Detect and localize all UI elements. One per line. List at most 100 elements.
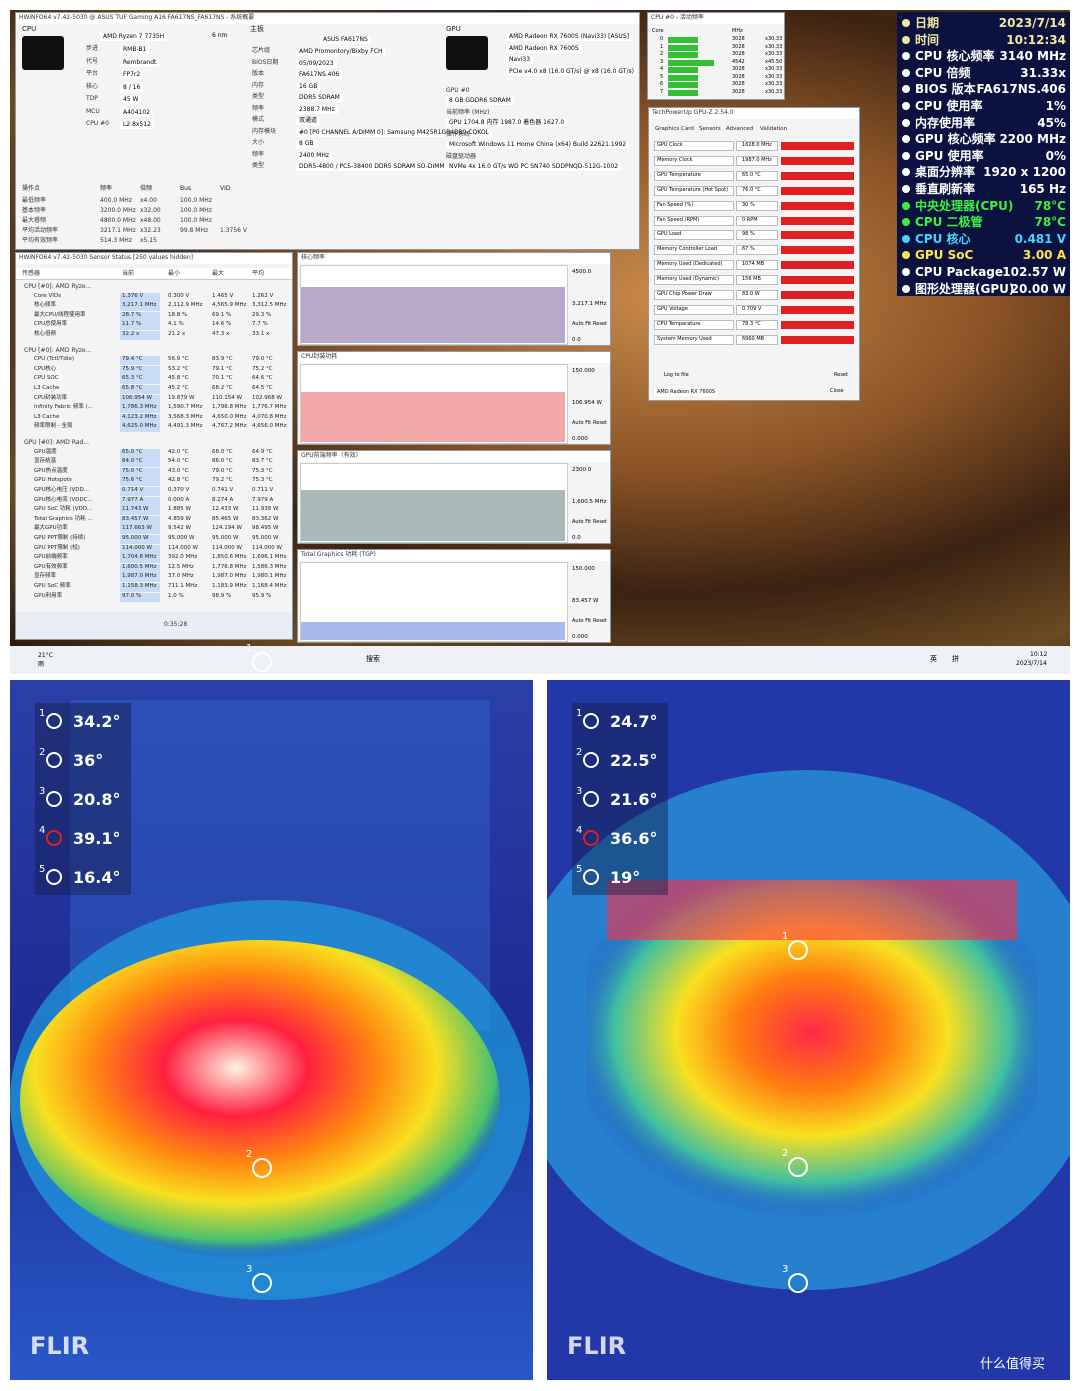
field-value: 8 GB — [296, 140, 317, 148]
field-value: 8 / 16 — [120, 83, 144, 92]
sensor-value: 4,491.3 MHz — [168, 423, 203, 430]
sensor-value: 70.1 °C — [212, 375, 233, 382]
sensor-name: CPU Temperature — [657, 320, 701, 327]
button[interactable]: Reset — [593, 519, 607, 525]
sensor-value: 12.5 MHz — [168, 563, 194, 570]
core-mhz: 4542 — [732, 58, 745, 65]
table-cell: 3217.1 MHz — [100, 227, 136, 234]
sensor-value: 1,586.3 MHz — [252, 563, 287, 570]
field-label: 频率 — [252, 150, 265, 158]
search[interactable]: 搜索 — [366, 655, 380, 663]
button[interactable]: Auto Fit — [572, 618, 592, 624]
sensor-graph — [781, 156, 854, 165]
section-head: 主板 — [250, 25, 264, 33]
sensor-value: 95.9 % — [252, 592, 272, 599]
field-value: AMD Promontory/Bixby FCH — [296, 48, 386, 56]
sensor-value: 79.4 °C — [122, 356, 143, 363]
tab[interactable]: Sensors — [699, 126, 721, 132]
spot-temp: 19° — [610, 868, 641, 887]
sensor-name: GPU核心电压 (VDD... — [34, 487, 89, 493]
button[interactable]: Auto Fit — [572, 420, 592, 426]
field-label: TDP — [86, 95, 98, 102]
osd-value: 20.00 W — [1010, 281, 1066, 296]
crosshair — [788, 1273, 808, 1293]
spot-index: 2 — [246, 1149, 253, 1160]
spot-index: 1 — [576, 708, 583, 719]
osd-label: GPU 核心频率 — [915, 132, 996, 147]
sensor-value: 79.2 °C — [212, 477, 233, 484]
tab[interactable]: Validation — [760, 126, 788, 132]
table-cell: x4.00 — [140, 197, 157, 204]
title-bar — [298, 253, 610, 264]
sensor-value: 19.879 W — [168, 394, 195, 401]
activity-bar — [668, 44, 698, 51]
plot-fill — [301, 490, 565, 541]
sensor-value: 3,312.5 MHz — [252, 302, 287, 309]
toolbar — [16, 612, 292, 639]
button[interactable]: Reset — [593, 618, 607, 624]
field-label: BIOS日期 — [252, 58, 279, 66]
field-value: A404102 — [120, 108, 154, 117]
sensor-value: 21.2 x — [168, 331, 186, 337]
activity-bar — [668, 59, 714, 66]
core-index: 1 — [660, 43, 664, 50]
thermal-image-left — [10, 680, 533, 1380]
button[interactable]: Reset — [593, 420, 607, 426]
field-label: 模式 — [252, 116, 265, 123]
spot-index: 5 — [39, 864, 46, 875]
osd-label: GPU 使用率 — [915, 148, 984, 163]
button[interactable]: Reset — [593, 321, 607, 327]
sensor-value: 65.3 °C — [122, 375, 143, 382]
sensor-value: 79.1 °C — [212, 365, 233, 372]
tab[interactable]: Graphics Card — [655, 126, 694, 132]
sensor-value: 1,158.3 MHz — [122, 583, 157, 589]
sensor-value-box — [736, 215, 778, 226]
crosshair — [583, 869, 599, 885]
sensor-value: 117.663 W — [122, 525, 152, 532]
button[interactable]: Close — [830, 388, 844, 394]
field-value: DDR5 SDRAM — [296, 94, 343, 102]
osd-value: 2023/7/14 — [998, 16, 1066, 30]
title-bar — [649, 108, 859, 119]
value-bg — [120, 487, 160, 496]
sensor-value: 30 % — [742, 201, 755, 208]
graph-max: 150.000 — [572, 566, 595, 572]
sensor-value: 7.979 A — [252, 496, 274, 503]
sensor-name: GPU Hotspots — [34, 477, 72, 484]
osd-value: 2200 MHz — [999, 132, 1066, 147]
core-mhz: 3028 — [732, 73, 745, 80]
table-header: VID — [220, 185, 231, 192]
button[interactable]: Auto Fit — [572, 519, 592, 525]
graph-current: 106.954 W — [572, 400, 602, 406]
value-bg — [120, 331, 160, 340]
field-value: Rembrandt — [120, 58, 160, 67]
value-bg — [120, 394, 160, 404]
sensor-name: Memory Used (Dedicated) — [657, 261, 723, 268]
cpu-name: AMD Ryzen 7 7735H — [100, 33, 168, 41]
sensor-value: 75.3 °C — [252, 467, 273, 474]
sensor-name: Total Graphics 功耗 ... — [34, 515, 93, 522]
sensor-name-box — [654, 275, 734, 286]
sensor-name-box — [654, 185, 734, 196]
field-value: #0 [P0 CHANNEL A/DIMM 0]: Samsung M425R1… — [296, 128, 492, 137]
sensor-value: 54.0 °C — [168, 458, 189, 465]
osd-value: 45% — [1037, 115, 1066, 130]
button[interactable]: Reset — [834, 372, 848, 378]
field-label: 内存模块 — [252, 127, 277, 135]
section-head: GPU — [446, 25, 461, 33]
sensor-value: 98.9 % — [212, 592, 232, 599]
osd-bullet — [902, 52, 910, 61]
sensor-name-box — [654, 245, 734, 256]
table-cell: 100.0 MHz — [180, 217, 212, 224]
sensor-value: 2,112.9 MHz — [168, 302, 203, 309]
checkbox-label: Log to file — [664, 372, 689, 378]
tab[interactable]: Advanced — [726, 126, 754, 132]
value-bg — [120, 321, 160, 331]
button[interactable]: Auto Fit — [572, 321, 592, 327]
sensor-value: 95.000 W — [252, 535, 279, 541]
sensor-name-box — [654, 260, 734, 271]
value-bg — [120, 423, 160, 433]
sensor-name: GPU PPT限制 (持续) — [34, 535, 86, 541]
spot-index: 2 — [39, 747, 46, 758]
sensor-value: 75.2 °C — [252, 365, 273, 372]
